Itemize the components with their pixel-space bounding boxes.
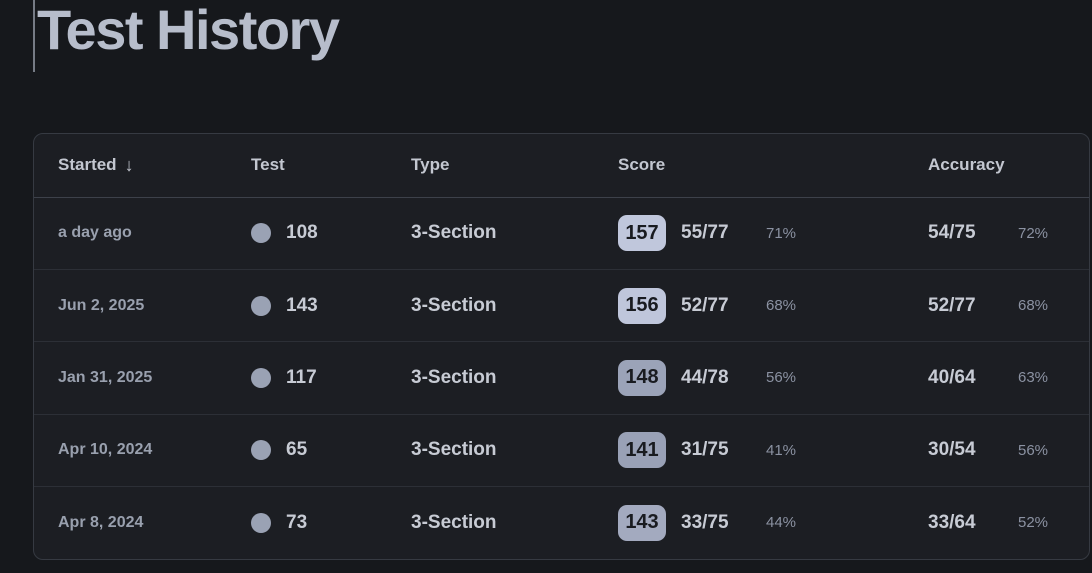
text-cursor — [33, 0, 35, 72]
score-badge: 157 — [618, 215, 666, 252]
started-date: Jan 31, 2025 — [58, 368, 153, 386]
accuracy-fraction: 30/54 — [928, 439, 976, 461]
accuracy-fraction: 40/64 — [928, 366, 976, 388]
accuracy-percent: 68% — [1018, 297, 1049, 315]
column-header-score: Score — [618, 155, 666, 175]
sort-descending-icon: ↓ — [124, 154, 134, 175]
accuracy-fraction: 33/64 — [928, 511, 976, 533]
test-type: 3-Section — [411, 511, 497, 533]
score-fraction: 31/75 — [681, 439, 729, 461]
test-number: 108 — [286, 222, 318, 244]
test-status-dot-icon — [251, 367, 271, 388]
accuracy-percent: 72% — [1018, 224, 1049, 242]
test-number: 143 — [286, 294, 318, 316]
test-status-dot-icon — [251, 512, 271, 533]
table-row[interactable]: Jan 31, 2025 117 3-Section 148 44/78 56%… — [34, 342, 1089, 415]
score-badge: 156 — [618, 287, 666, 324]
test-type: 3-Section — [411, 294, 497, 316]
score-fraction: 44/78 — [681, 366, 729, 388]
column-header-accuracy: Accuracy — [928, 155, 1005, 175]
column-header-test: Test — [251, 155, 285, 175]
table-row[interactable]: a day ago 108 3-Section 157 55/77 71% 54… — [34, 198, 1089, 271]
table-header-row: Started ↓ Test Type Score Accuracy — [34, 134, 1089, 198]
started-date: a day ago — [58, 224, 132, 242]
accuracy-fraction: 52/77 — [928, 294, 976, 316]
started-date: Jun 2, 2025 — [58, 296, 145, 314]
accuracy-percent: 52% — [1018, 514, 1049, 532]
score-percent: 41% — [766, 441, 797, 459]
column-header-type: Type — [411, 155, 450, 175]
test-status-dot-icon — [251, 223, 271, 244]
test-number: 117 — [286, 366, 317, 388]
table-row[interactable]: Apr 10, 2024 65 3-Section 141 31/75 41% … — [34, 415, 1089, 487]
column-header-started-label: Started — [58, 155, 117, 175]
test-type: 3-Section — [411, 366, 497, 388]
score-badge: 141 — [618, 432, 666, 469]
table-row[interactable]: Apr 8, 2024 73 3-Section 143 33/75 44% 3… — [34, 487, 1089, 559]
started-date: Apr 8, 2024 — [58, 513, 144, 531]
score-badge: 143 — [618, 504, 666, 541]
table-row[interactable]: Jun 2, 2025 143 3-Section 156 52/77 68% … — [34, 270, 1089, 343]
score-fraction: 55/77 — [681, 222, 729, 244]
score-fraction: 52/77 — [681, 294, 729, 316]
score-percent: 68% — [766, 297, 797, 315]
test-status-dot-icon — [251, 295, 271, 316]
score-fraction: 33/75 — [681, 511, 729, 533]
accuracy-fraction: 54/75 — [928, 222, 976, 244]
started-date: Apr 10, 2024 — [58, 441, 153, 459]
page-title: Test History — [37, 0, 340, 61]
column-header-started[interactable]: Started ↓ — [58, 155, 251, 176]
test-type: 3-Section — [411, 222, 497, 244]
score-badge: 148 — [618, 359, 666, 396]
score-percent: 71% — [766, 224, 797, 242]
accuracy-percent: 56% — [1018, 441, 1049, 459]
test-status-dot-icon — [251, 440, 271, 461]
score-percent: 44% — [766, 514, 797, 532]
test-number: 65 — [286, 439, 308, 461]
score-percent: 56% — [766, 369, 797, 387]
accuracy-percent: 63% — [1018, 369, 1049, 387]
test-type: 3-Section — [411, 439, 497, 461]
test-history-table: Started ↓ Test Type Score Accuracy a day… — [33, 133, 1090, 560]
test-number: 73 — [286, 511, 308, 533]
